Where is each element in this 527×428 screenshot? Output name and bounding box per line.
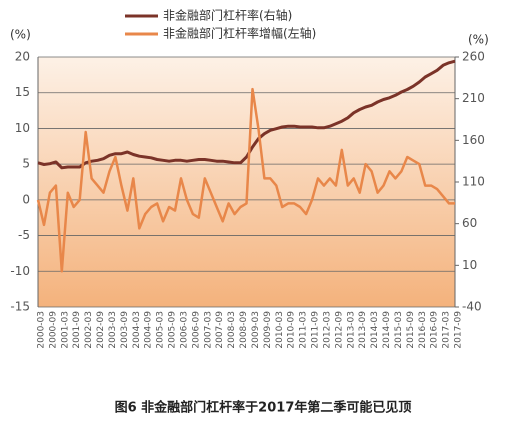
x-tick-label: 2010-03 xyxy=(275,311,285,349)
x-tick-label: 2000-03 xyxy=(37,311,47,349)
y-tick-label: -10 xyxy=(10,264,30,278)
y2-tick-label: 260 xyxy=(462,50,485,64)
y-unit: (%) xyxy=(10,28,31,42)
y-tick-label: -15 xyxy=(10,300,30,314)
y2-unit: (%) xyxy=(468,33,489,47)
y2-tick-label: 10 xyxy=(462,258,477,272)
x-tick-label: 2006-09 xyxy=(191,311,201,349)
x-tick-label: 2005-03 xyxy=(156,311,166,349)
y2-tick-label: 60 xyxy=(462,216,477,230)
x-tick-label: 2009-09 xyxy=(263,311,273,349)
x-tick-label: 2012-09 xyxy=(334,311,344,349)
x-tick-label: 2005-09 xyxy=(168,311,178,349)
series-line xyxy=(37,59,456,170)
x-tick-label: 2010-09 xyxy=(287,311,297,349)
x-tick-label: 2001-09 xyxy=(72,311,82,349)
y-tick-label: 10 xyxy=(15,121,30,135)
x-tick-label: 2012-03 xyxy=(322,311,332,349)
y2-tick-label: 160 xyxy=(462,133,485,147)
series-line xyxy=(36,87,455,273)
y-tick-label: 20 xyxy=(15,50,30,64)
x-tick-label: 2015-03 xyxy=(394,311,404,349)
x-tick-label: 2016-03 xyxy=(418,311,428,349)
x-tick-label: 2006-03 xyxy=(179,311,189,349)
x-tick-label: 2017-09 xyxy=(454,311,464,349)
x-tick-label: 2002-03 xyxy=(84,311,94,349)
y2-tick-label: -40 xyxy=(462,300,482,314)
x-tick-label: 2014-03 xyxy=(370,311,380,349)
x-tick-label: 2004-03 xyxy=(132,311,142,349)
x-tick-label: 2017-03 xyxy=(442,311,452,349)
x-tick-label: 2004-09 xyxy=(144,311,154,349)
chart-title: 图6 非金融部门杠杆率于2017年第二季可能已见顶 xyxy=(115,400,412,416)
x-tick-label: 2009-03 xyxy=(251,311,261,349)
x-tick-label: 2015-09 xyxy=(406,311,416,349)
legend-label: 非金融部门杠杆率增幅(左轴) xyxy=(163,26,316,41)
x-tick-label: 2002-09 xyxy=(96,311,106,349)
x-tick-label: 2007-09 xyxy=(215,311,225,349)
y2-tick-label: 210 xyxy=(462,91,485,105)
y-tick-label: 15 xyxy=(15,85,30,99)
y2-tick-label: 110 xyxy=(462,175,485,189)
x-tick-label: 2008-09 xyxy=(239,311,249,349)
x-tick-label: 2007-03 xyxy=(203,311,213,349)
y-tick-label: 5 xyxy=(22,157,30,171)
legend-label: 非金融部门杠杆率(右轴) xyxy=(163,8,292,23)
x-tick-label: 2000-09 xyxy=(48,311,58,349)
x-tick-label: 2011-09 xyxy=(311,311,321,349)
x-tick-label: 2001-03 xyxy=(60,311,70,349)
x-tick-label: 2014-09 xyxy=(382,311,392,349)
x-tick-label: 2008-03 xyxy=(227,311,237,349)
x-tick-label: 2013-09 xyxy=(358,311,368,349)
x-tick-label: 2016-09 xyxy=(430,311,440,349)
x-tick-label: 2013-03 xyxy=(346,311,356,349)
y-tick-label: -5 xyxy=(18,228,30,242)
y-tick-label: 0 xyxy=(22,192,30,206)
x-tick-label: 2003-03 xyxy=(108,311,118,349)
x-tick-label: 2003-09 xyxy=(120,311,130,349)
x-tick-label: 2011-03 xyxy=(299,311,309,349)
